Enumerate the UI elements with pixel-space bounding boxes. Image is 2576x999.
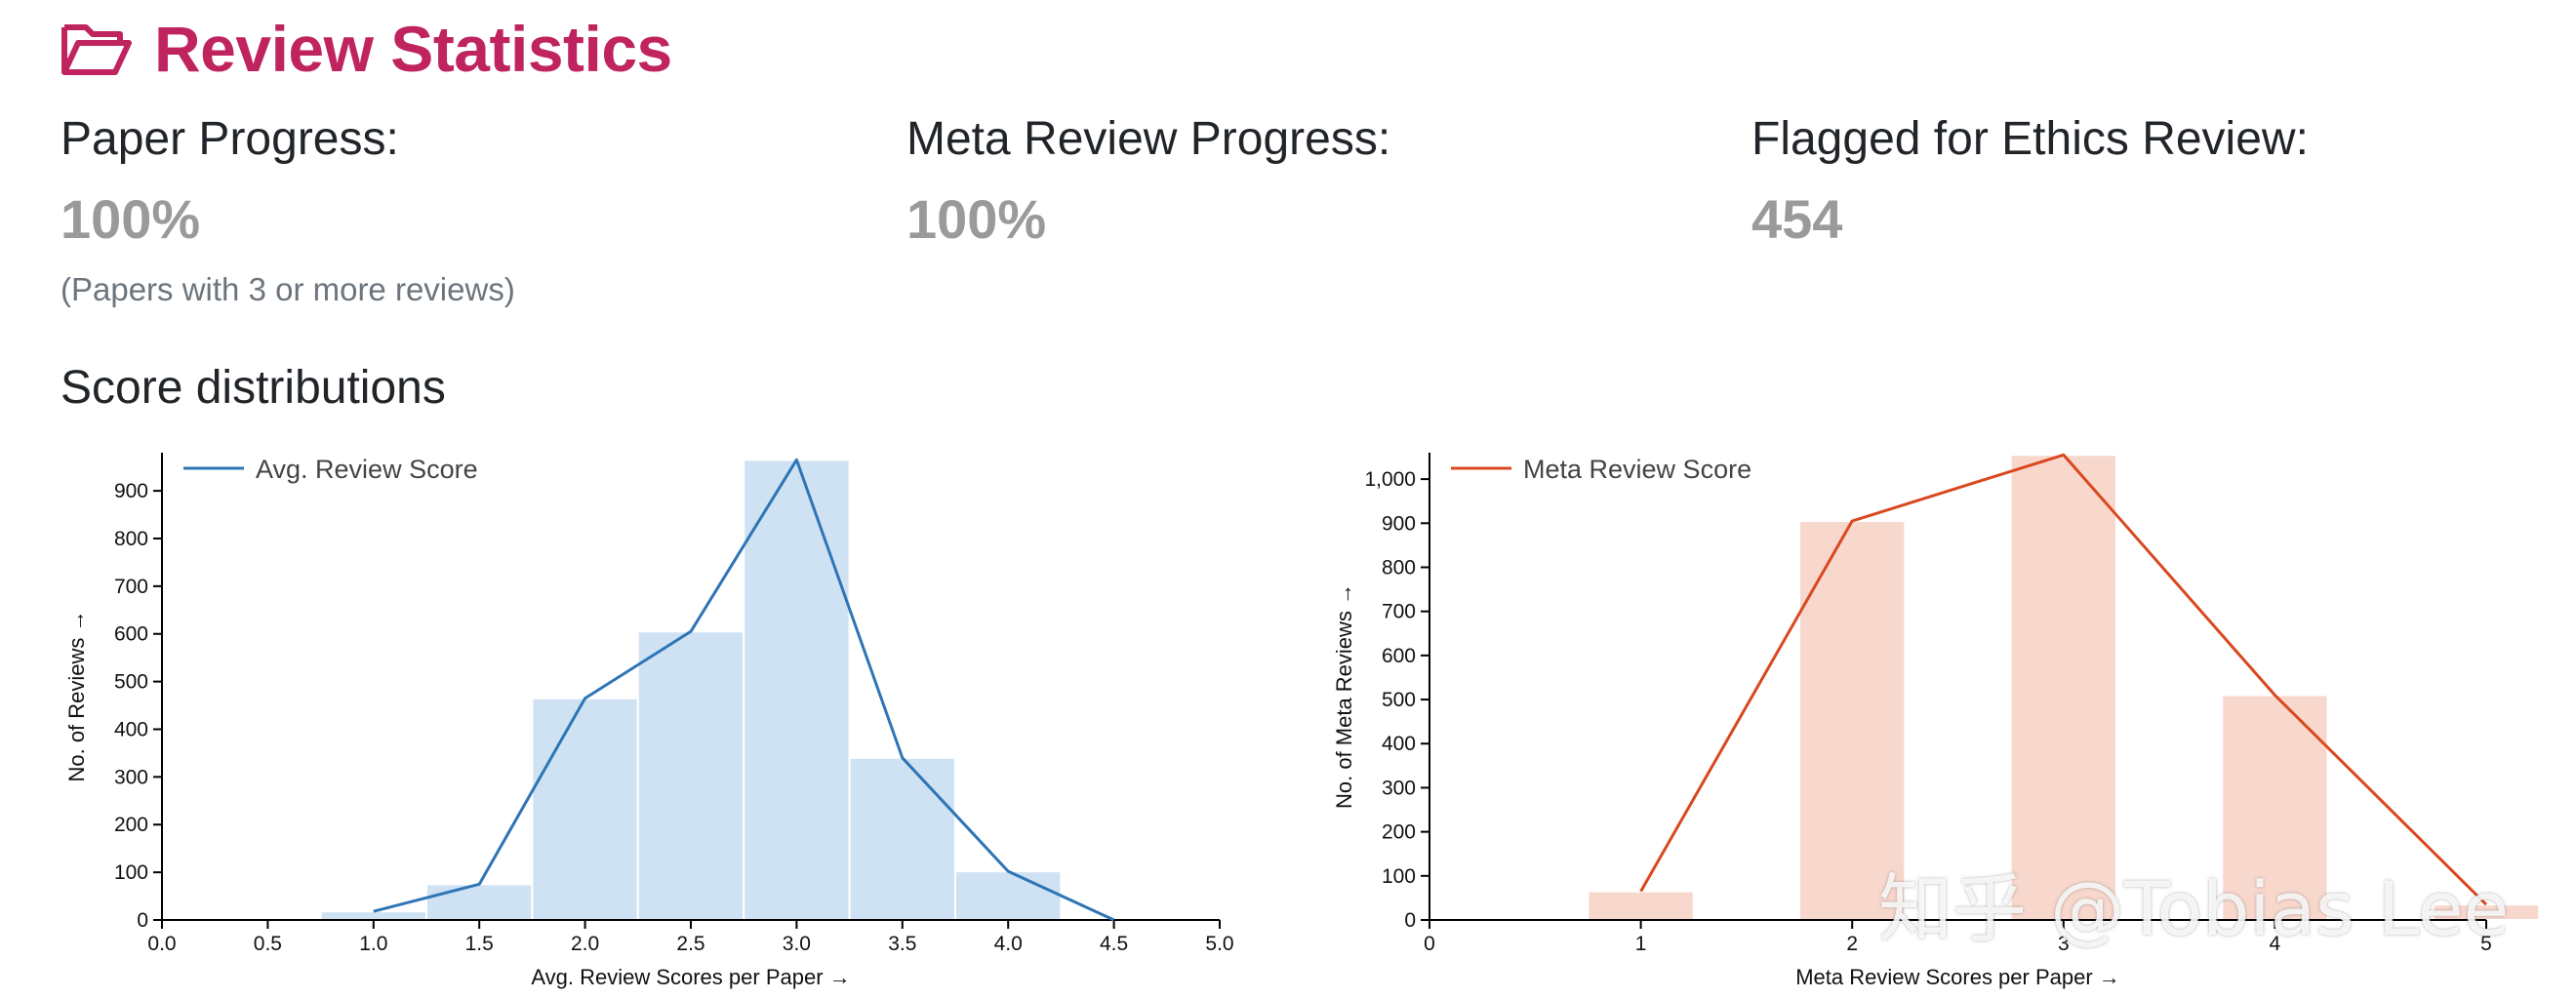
stat-note: (Papers with 3 or more reviews) [60, 271, 515, 307]
bar-1 [425, 883, 534, 921]
y-axis-label: No. of Meta Reviews → [1332, 583, 1356, 809]
y-axis-label: No. of Reviews → [64, 610, 89, 781]
bar-5 [848, 756, 956, 921]
y-tick-label: 400 [114, 718, 148, 740]
meta-review-score-chart: 0 1 2 3 4 5 0 100 200 300 400 500 600 700 800 900 1,000 M… [1332, 453, 2541, 989]
x-tick-label: 1.5 [465, 933, 494, 955]
bar-0 [319, 910, 428, 921]
x-tick-label: 0 [1424, 933, 1435, 955]
page-header: Review Statistics [60, 10, 672, 88]
stat-value: 454 [1751, 188, 1843, 250]
legend-label: Avg. Review Score [256, 455, 478, 484]
bar-0 [1587, 890, 1695, 921]
y-tick-label: 800 [114, 528, 148, 550]
bar-3 [2221, 694, 2329, 922]
x-tick-label: 4.5 [1100, 933, 1128, 955]
y-tick-label: 700 [1382, 601, 1416, 623]
y-tick-label: 600 [114, 623, 148, 646]
stat-ethics-review: Flagged for Ethics Review: 454 [1751, 109, 2309, 250]
y-tick-label: 300 [114, 766, 148, 788]
y-tick-label: 100 [114, 861, 148, 884]
y-tick-label: 500 [114, 671, 148, 694]
section-title: Score distributions [60, 362, 446, 414]
x-tick-label: 1 [1635, 933, 1647, 955]
x-tick-label: 3.0 [783, 933, 811, 955]
y-tick-label: 600 [1382, 645, 1416, 667]
x-tick-label: 0.0 [147, 933, 176, 955]
x-tick-label: 3.5 [888, 933, 916, 955]
stat-label: Flagged for Ethics Review: [1751, 113, 2309, 165]
y-tick-label: 900 [114, 480, 148, 502]
stat-label: Meta Review Progress: [906, 113, 1391, 165]
y-tick-label: 800 [1382, 556, 1416, 579]
x-axis-label: Avg. Review Scores per Paper → [531, 965, 850, 989]
y-tick-label: 200 [114, 814, 148, 836]
stat-value: 100% [906, 188, 1047, 250]
legend-label: Meta Review Score [1523, 455, 1751, 484]
bar-3 [636, 630, 745, 922]
x-tick-label: 2.0 [571, 933, 599, 955]
series-line [373, 458, 1115, 922]
folder-open-icon [61, 24, 132, 75]
series-line [1639, 453, 2488, 906]
bar-6 [954, 870, 1063, 921]
y-tick-label: 0 [137, 909, 148, 932]
x-tick-label: 5.0 [1205, 933, 1233, 955]
avg-review-score-chart: 0.0 0.5 1.0 1.5 2.0 2.5 3.0 3.5 4.0 4.5 5.0 0 100 200… [64, 453, 1234, 989]
y-tick-label: 0 [1404, 909, 1416, 932]
x-tick-label: 0.5 [254, 933, 282, 955]
bar-4 [743, 459, 851, 921]
y-tick-label: 300 [1382, 777, 1416, 799]
x-tick-label: 3 [2058, 933, 2070, 955]
x-axis-label: Meta Review Scores per Paper → [1795, 965, 2120, 989]
y-tick-label: 100 [1382, 865, 1416, 888]
x-tick-label: 4 [2270, 933, 2281, 955]
x-tick-label: 4.0 [994, 933, 1023, 955]
stat-value: 100% [60, 188, 201, 250]
x-tick-label: 2.5 [676, 933, 704, 955]
stat-label: Paper Progress: [60, 113, 399, 165]
y-tick-label: 900 [1382, 512, 1416, 535]
x-tick-label: 2 [1846, 933, 1858, 955]
page-title: Review Statistics [154, 13, 672, 85]
y-tick-label: 700 [114, 576, 148, 598]
y-tick-label: 400 [1382, 733, 1416, 755]
x-tick-label: 5 [2480, 933, 2492, 955]
stat-paper-progress: Paper Progress: 100% (Papers with 3 or m… [60, 109, 515, 308]
x-tick-label: 1.0 [359, 933, 387, 955]
y-tick-label: 200 [1382, 821, 1416, 844]
y-tick-label: 1,000 [1364, 468, 1416, 491]
bar-2 [531, 697, 639, 921]
y-tick-label: 500 [1382, 689, 1416, 711]
stat-meta-review-progress: Meta Review Progress: 100% [906, 109, 1390, 250]
watermark: 知乎 @Tobias Lee [1878, 865, 2510, 952]
